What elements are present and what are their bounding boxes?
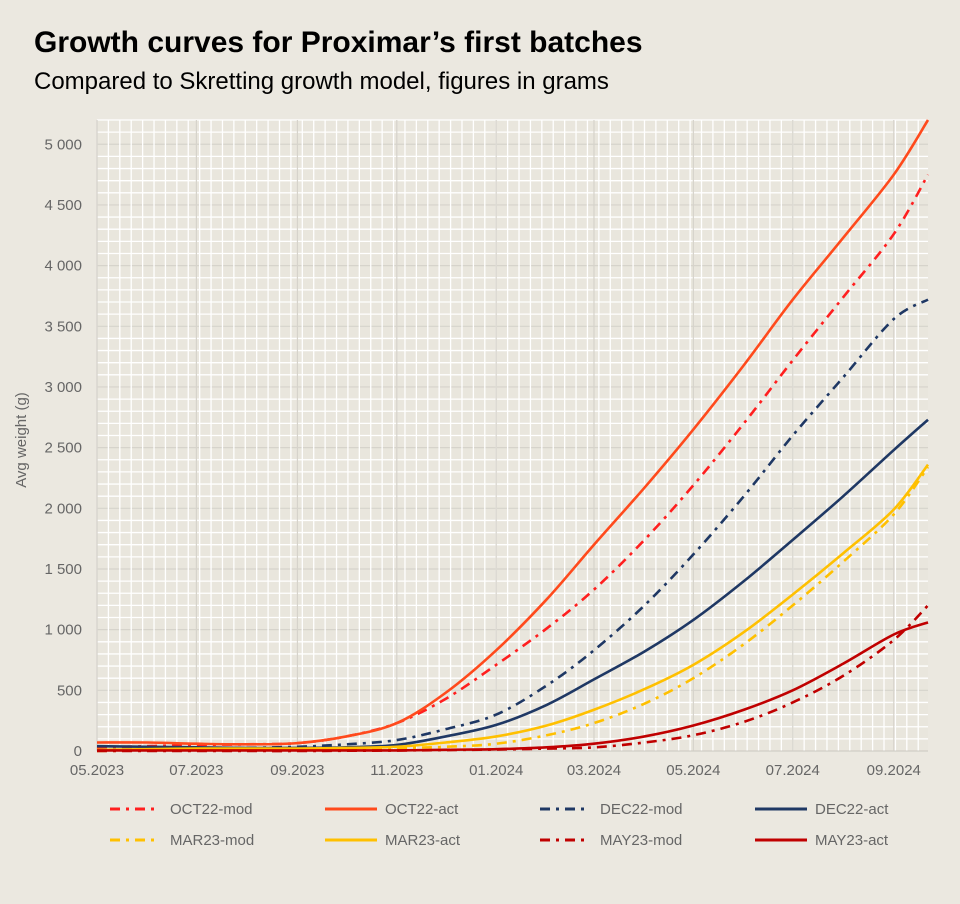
y-axis-label: Avg weight (g)	[13, 392, 30, 488]
y-tick-label: 0	[74, 743, 82, 760]
legend-item-oct22-mod: OCT22-mod	[110, 801, 253, 818]
legend-item-dec22-mod: DEC22-mod	[540, 801, 683, 818]
axes: 05.2023 07.2023 09.2023 11.2023 01.2024 03.20…	[44, 120, 928, 779]
series-line-may23-mod	[97, 604, 929, 753]
legend-label: MAR23-mod	[170, 832, 254, 849]
series-line-may23-act	[96, 621, 929, 752]
y-tick-label: 1 500	[44, 561, 82, 578]
legend-item-oct22-act: OCT22-act	[325, 801, 459, 818]
legend-item-may23-act: MAY23-act	[755, 832, 889, 849]
series-line-oct22-act	[96, 119, 930, 746]
x-tick-label: 11.2023	[370, 762, 423, 779]
legend-label: DEC22-mod	[600, 801, 683, 818]
y-tick-label: 500	[57, 682, 82, 699]
legend-label: MAR23-act	[385, 832, 461, 849]
x-tick-label: 07.2023	[169, 762, 223, 779]
grid	[96, 119, 928, 752]
legend-item-mar23-act: MAR23-act	[325, 832, 461, 849]
y-tick-label: 3 000	[44, 379, 82, 396]
chart-title: Growth curves for Proximar’s first batch…	[34, 26, 643, 59]
legend: OCT22-mod OCT22-act DEC22-mod DEC22-act MAR2…	[110, 801, 889, 849]
x-tick-label: 05.2024	[666, 762, 720, 779]
legend-item-dec22-act: DEC22-act	[755, 801, 889, 818]
x-tick-label: 09.2023	[270, 762, 324, 779]
x-tick-label: 05.2023	[70, 762, 124, 779]
y-tick-label: 2 000	[44, 500, 82, 517]
y-tick-label: 4 000	[44, 258, 82, 275]
y-tick-label: 4 500	[44, 197, 82, 214]
legend-label: OCT22-mod	[170, 801, 253, 818]
legend-label: DEC22-act	[815, 801, 889, 818]
x-tick-label: 07.2024	[766, 762, 820, 779]
series-line-mar23-act	[96, 463, 930, 752]
series-line-mar23-mod	[96, 466, 930, 753]
y-tick-label: 2 500	[44, 440, 82, 457]
y-tick-label: 5 000	[44, 136, 82, 153]
y-tick-label: 1 000	[44, 622, 82, 639]
legend-label: MAY23-mod	[600, 832, 682, 849]
series-lines	[96, 119, 930, 753]
legend-label: OCT22-act	[385, 801, 459, 818]
chart-subtitle: Compared to Skretting growth model, figu…	[34, 68, 609, 95]
x-tick-label: 03.2024	[567, 762, 621, 779]
legend-label: MAY23-act	[815, 832, 889, 849]
series-line-oct22-mod	[96, 173, 930, 749]
legend-item-may23-mod: MAY23-mod	[540, 832, 682, 849]
x-tick-label: 09.2024	[867, 762, 921, 779]
x-tick-label: 01.2024	[469, 762, 523, 779]
y-tick-label: 3 500	[44, 318, 82, 335]
series-line-dec22-mod	[96, 298, 929, 752]
legend-item-mar23-mod: MAR23-mod	[110, 832, 254, 849]
